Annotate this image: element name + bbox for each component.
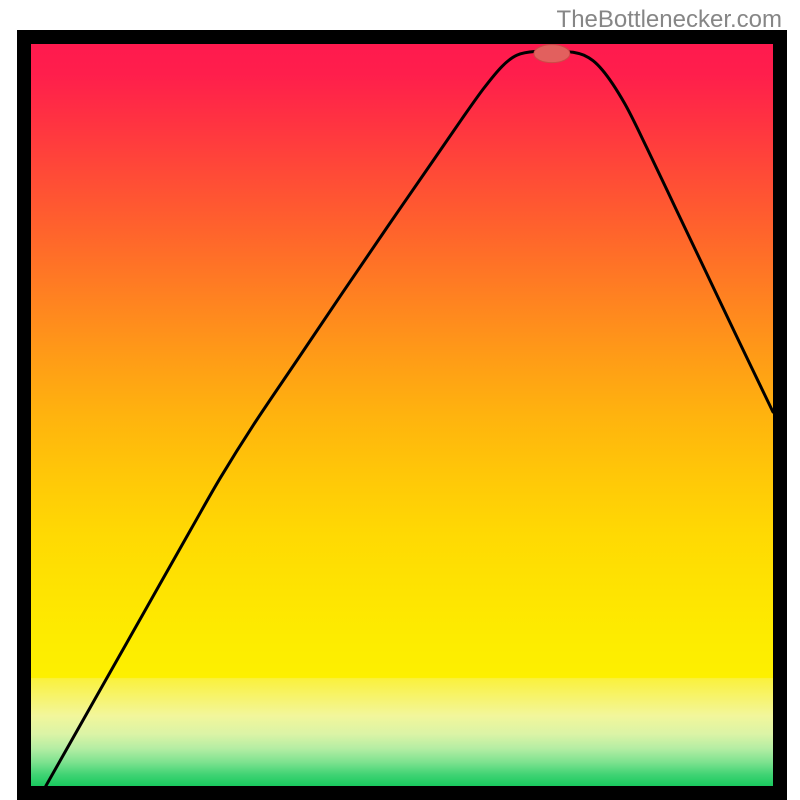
optimal-marker [534, 45, 570, 63]
chart-plot-area [17, 30, 787, 800]
chart-svg [17, 30, 787, 800]
watermark-text: TheBottlenecker.com [557, 6, 782, 34]
gradient-background [31, 44, 773, 786]
chart-frame: TheBottlenecker.com [0, 0, 800, 800]
